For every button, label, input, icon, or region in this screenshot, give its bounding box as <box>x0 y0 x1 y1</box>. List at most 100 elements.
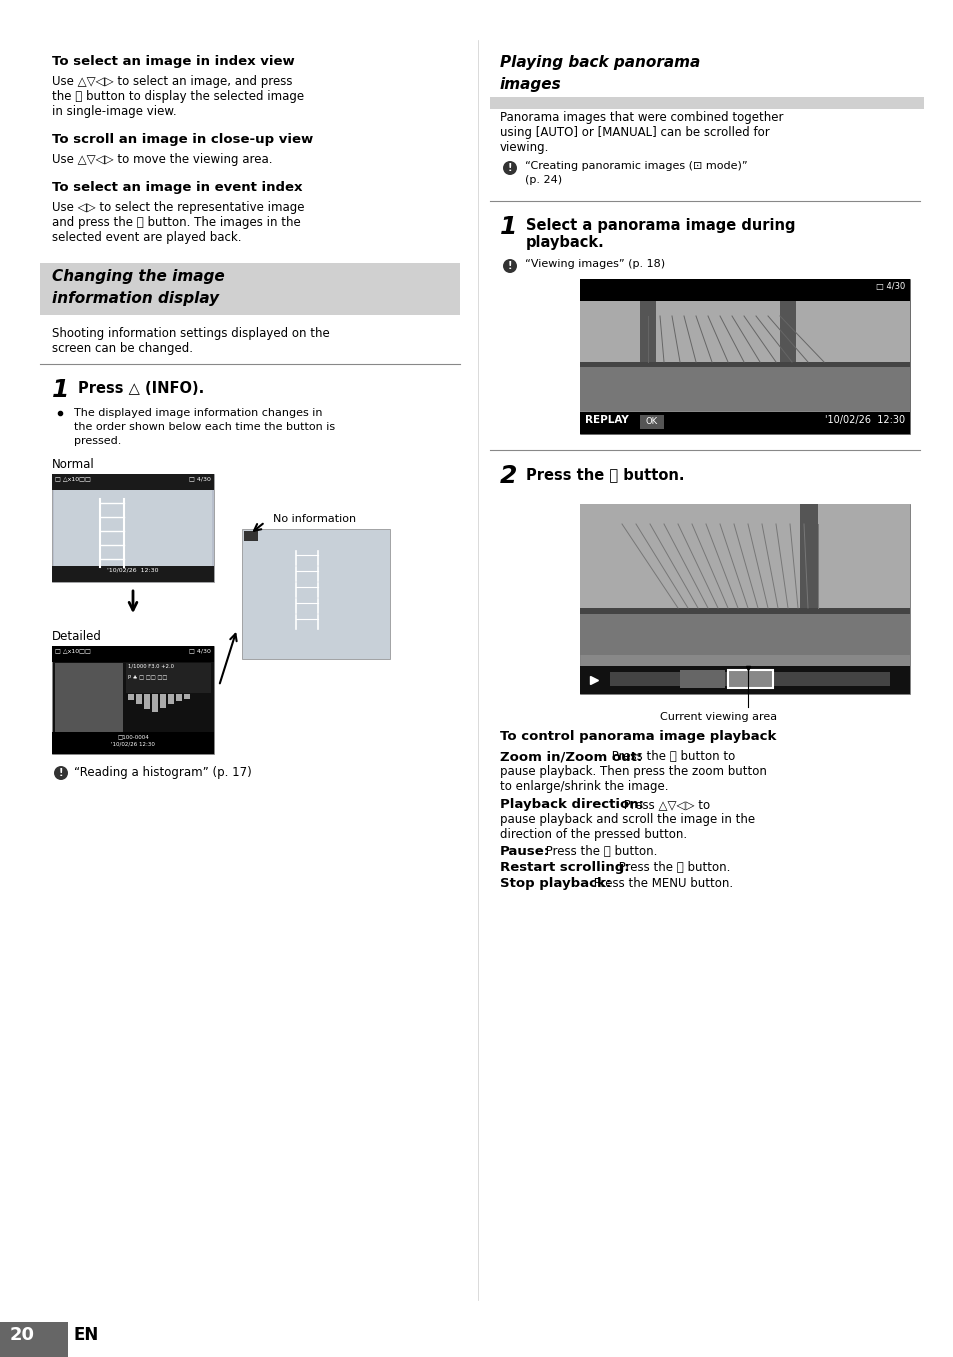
Text: Press the ⓞ button.: Press the ⓞ button. <box>615 860 730 874</box>
Text: Stop playback:: Stop playback: <box>499 877 611 890</box>
Circle shape <box>54 765 68 780</box>
Text: “Creating panoramic images (⊡ mode)”: “Creating panoramic images (⊡ mode)” <box>524 161 747 171</box>
Bar <box>579 366 909 411</box>
Text: (p. 24): (p. 24) <box>524 175 561 185</box>
Bar <box>168 693 173 704</box>
Bar <box>579 666 909 693</box>
Text: the ⓞ button to display the selected image: the ⓞ button to display the selected ima… <box>52 90 304 103</box>
Text: “Viewing images” (p. 18): “Viewing images” (p. 18) <box>524 259 664 269</box>
Bar <box>184 693 190 699</box>
Text: Use △▽◁▷ to select an image, and press: Use △▽◁▷ to select an image, and press <box>52 75 293 88</box>
Text: REPLAY: REPLAY <box>584 415 628 425</box>
Text: images: images <box>499 77 561 92</box>
Bar <box>52 566 213 582</box>
Text: □100-0004: □100-0004 <box>117 734 149 740</box>
Bar <box>242 529 390 660</box>
Text: using [AUTO] or [MANUAL] can be scrolled for: using [AUTO] or [MANUAL] can be scrolled… <box>499 126 769 138</box>
Bar <box>52 646 213 754</box>
Bar <box>780 301 795 389</box>
Text: Changing the image: Changing the image <box>52 269 225 284</box>
Text: '10/02/26  12:30: '10/02/26 12:30 <box>824 415 904 425</box>
Text: '10/02/26  12:30: '10/02/26 12:30 <box>107 569 158 573</box>
Bar <box>152 693 158 712</box>
Bar <box>579 503 909 608</box>
Text: Press the MENU button.: Press the MENU button. <box>589 877 732 890</box>
Bar <box>126 664 211 693</box>
Text: Restart scrolling:: Restart scrolling: <box>499 860 629 874</box>
Text: Press the ⓞ button to: Press the ⓞ button to <box>607 750 735 763</box>
Bar <box>128 693 133 700</box>
Bar <box>52 646 213 662</box>
Text: □ 4/30: □ 4/30 <box>189 476 211 480</box>
Text: Use △▽◁▷ to move the viewing area.: Use △▽◁▷ to move the viewing area. <box>52 153 273 166</box>
Bar <box>609 672 889 687</box>
Bar <box>579 613 909 655</box>
Bar <box>0 1322 68 1357</box>
Text: □ 4/30: □ 4/30 <box>875 282 904 290</box>
Text: Use ◁▷ to select the representative image: Use ◁▷ to select the representative imag… <box>52 201 304 214</box>
Bar <box>40 263 459 315</box>
Bar <box>52 474 213 582</box>
Bar <box>52 474 213 490</box>
Bar <box>54 490 212 566</box>
Bar <box>175 693 182 702</box>
Bar <box>579 413 909 434</box>
Text: !: ! <box>59 768 63 778</box>
Text: Select a panorama image during: Select a panorama image during <box>525 218 795 233</box>
Bar <box>579 280 909 301</box>
Text: □ △x10□□: □ △x10□□ <box>55 649 91 653</box>
Text: pressed.: pressed. <box>74 436 121 446</box>
Text: !: ! <box>507 163 512 172</box>
Text: Zoom in/Zoom out:: Zoom in/Zoom out: <box>499 750 641 763</box>
Bar <box>579 301 909 413</box>
Text: □ △x10□□: □ △x10□□ <box>55 476 91 480</box>
Bar <box>800 503 817 646</box>
Text: □ 4/30: □ 4/30 <box>189 649 211 653</box>
Text: playback.: playback. <box>525 235 604 250</box>
Text: To scroll an image in close-up view: To scroll an image in close-up view <box>52 133 313 147</box>
Bar <box>639 301 656 379</box>
Text: To select an image in event index: To select an image in event index <box>52 180 302 194</box>
Text: Detailed: Detailed <box>52 630 102 643</box>
Bar <box>679 670 724 688</box>
Text: and press the ⓞ button. The images in the: and press the ⓞ button. The images in th… <box>52 216 300 229</box>
Text: pause playback. Then press the zoom button: pause playback. Then press the zoom butt… <box>499 765 766 778</box>
Text: Normal: Normal <box>52 459 94 471</box>
Text: OK: OK <box>645 417 658 426</box>
Text: To select an image in index view: To select an image in index view <box>52 56 294 68</box>
Bar <box>579 362 909 366</box>
Text: 20: 20 <box>10 1326 34 1343</box>
Bar <box>244 531 257 541</box>
Text: pause playback and scroll the image in the: pause playback and scroll the image in t… <box>499 813 755 826</box>
Text: Shooting information settings displayed on the: Shooting information settings displayed … <box>52 327 330 341</box>
Text: in single-image view.: in single-image view. <box>52 104 176 118</box>
Text: P ♣ □ □□ □□: P ♣ □ □□ □□ <box>128 674 167 678</box>
Text: viewing.: viewing. <box>499 141 549 153</box>
Text: Press the ⓞ button.: Press the ⓞ button. <box>541 845 657 858</box>
Bar <box>144 693 150 708</box>
Text: to enlarge/shrink the image.: to enlarge/shrink the image. <box>499 780 668 792</box>
Circle shape <box>502 161 517 175</box>
Text: direction of the pressed button.: direction of the pressed button. <box>499 828 686 841</box>
Bar <box>579 301 909 362</box>
Text: Pause:: Pause: <box>499 845 550 858</box>
Text: Press △ (INFO).: Press △ (INFO). <box>78 381 204 396</box>
Bar <box>727 670 772 688</box>
Text: selected event are played back.: selected event are played back. <box>52 231 241 244</box>
Bar <box>579 503 909 693</box>
Text: screen can be changed.: screen can be changed. <box>52 342 193 356</box>
Text: To control panorama image playback: To control panorama image playback <box>499 730 776 744</box>
Text: “Reading a histogram” (p. 17): “Reading a histogram” (p. 17) <box>74 765 252 779</box>
Text: 1: 1 <box>52 379 70 402</box>
Bar <box>136 693 142 704</box>
Text: Panorama images that were combined together: Panorama images that were combined toget… <box>499 111 782 123</box>
Text: 1/1000 F3.0 +2.0: 1/1000 F3.0 +2.0 <box>128 664 173 669</box>
Text: Current viewing area: Current viewing area <box>659 712 777 722</box>
Text: '10/02/26 12:30: '10/02/26 12:30 <box>111 742 154 746</box>
Text: information display: information display <box>52 290 219 305</box>
Bar <box>55 664 123 735</box>
Text: Playing back panorama: Playing back panorama <box>499 56 700 71</box>
Bar <box>52 731 213 754</box>
Bar <box>579 608 909 613</box>
Text: Playback direction:: Playback direction: <box>499 798 643 811</box>
